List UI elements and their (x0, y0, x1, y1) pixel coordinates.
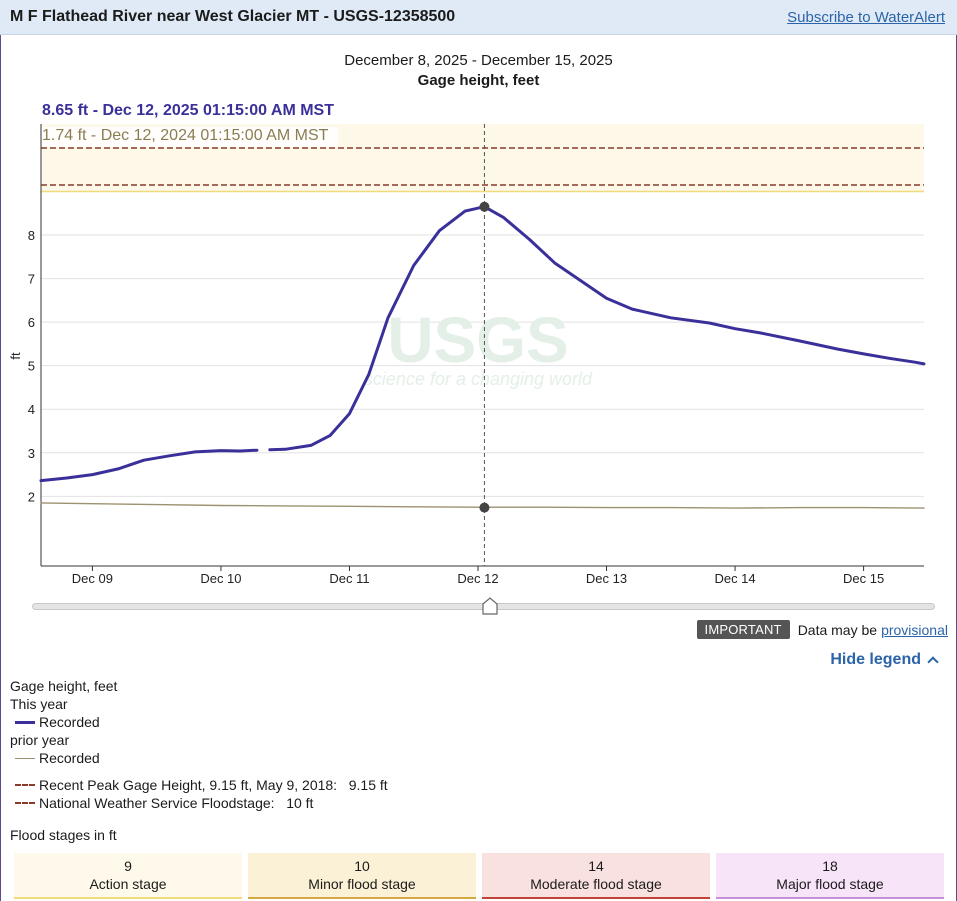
current-line-swatch (15, 720, 35, 724)
hide-legend-label: Hide legend (830, 651, 921, 668)
provisional-notice: IMPORTANT Data may be provisional (696, 620, 948, 639)
y-axis-label: ft (8, 352, 23, 360)
hide-legend-button[interactable]: Hide legend (830, 651, 939, 669)
legend-param: Gage height, feet (10, 678, 118, 694)
chart-date-range: December 8, 2025 - December 15, 2025 (344, 52, 613, 69)
y-tick-label: 8 (28, 228, 35, 243)
x-tick-label: Dec 10 (200, 571, 241, 586)
stage-minor-value: 10 (354, 858, 370, 874)
subscribe-wateralert-link[interactable]: Subscribe to WaterAlert (787, 8, 945, 26)
stage-major-label: Major flood stage (776, 876, 884, 892)
flood-stages: 9 Action stage 10 Minor flood stage 14 M… (14, 853, 944, 899)
legend-item-current: Recorded (10, 713, 388, 731)
nws-dashed-swatch (15, 802, 35, 804)
tooltip-prior-value: 1.74 ft - Dec 12, 2024 01:15:00 AM MST (42, 127, 339, 147)
x-tick-label: Dec 12 (457, 571, 498, 586)
provisional-text: Data may be (797, 621, 878, 638)
legend-nws-label: National Weather Service Floodstage: 10 … (39, 795, 314, 811)
stage-major: 18 Major flood stage (716, 853, 944, 899)
flood-stages-title: Flood stages in ft (10, 827, 117, 843)
legend-this-year: This year (10, 696, 68, 712)
legend: Gage height, feet This year Recorded pri… (10, 677, 388, 812)
x-tick-label: Dec 09 (72, 571, 113, 586)
legend-item-prior: Recorded (10, 749, 388, 767)
chart-parameter: Gage height, feet (417, 72, 540, 89)
peak-dashed-swatch (15, 784, 35, 786)
y-tick-label: 3 (28, 446, 35, 461)
page-header: M F Flathead River near West Glacier MT … (0, 0, 957, 35)
tooltip-current-value: 8.65 ft - Dec 12, 2025 01:15:00 AM MST (42, 102, 334, 119)
y-tick-label: 6 (28, 315, 35, 330)
x-tick-label: Dec 11 (329, 571, 369, 586)
stage-minor-label: Minor flood stage (308, 876, 416, 892)
legend-prior-year: prior year (10, 732, 70, 748)
prior-line-swatch (15, 757, 35, 759)
stage-action: 9 Action stage (14, 853, 242, 899)
slider-handle[interactable] (482, 597, 498, 615)
provisional-link[interactable]: provisional (881, 621, 948, 638)
usgs-watermark-logo: USGS (387, 304, 568, 376)
legend-item-nws: National Weather Service Floodstage: 10 … (10, 794, 388, 812)
y-tick-label: 7 (28, 272, 35, 287)
legend-current-recorded: Recorded (39, 714, 100, 730)
stage-moderate: 14 Moderate flood stage (482, 853, 710, 899)
stage-moderate-label: Moderate flood stage (530, 876, 662, 892)
site-title: M F Flathead River near West Glacier MT … (10, 8, 456, 25)
chevron-up-icon (927, 656, 939, 668)
legend-item-peak: Recent Peak Gage Height, 9.15 ft, May 9,… (10, 776, 388, 794)
cursor-point-current (479, 201, 490, 212)
y-tick-label: 5 (28, 359, 35, 374)
stage-action-label: Action stage (89, 876, 167, 892)
stage-minor: 10 Minor flood stage (248, 853, 476, 899)
prior-year-line (40, 502, 925, 509)
y-tick-label: 2 (28, 489, 35, 504)
chart-titles: December 8, 2025 - December 15, 2025 Gag… (0, 52, 957, 89)
stage-moderate-value: 14 (588, 858, 604, 874)
current-year-line (268, 205, 926, 452)
important-badge: IMPORTANT (696, 620, 790, 639)
x-tick-label: Dec 14 (714, 571, 755, 586)
legend-peak-label: Recent Peak Gage Height, 9.15 ft, May 9,… (39, 777, 388, 793)
stage-action-value: 9 (124, 858, 132, 874)
y-tick-label: 4 (28, 402, 35, 417)
stage-major-value: 18 (822, 858, 838, 874)
x-tick-label: Dec 13 (586, 571, 627, 586)
legend-prior-recorded: Recorded (39, 750, 100, 766)
cursor-point-prior (479, 502, 490, 513)
current-year-line (39, 448, 259, 483)
x-tick-label: Dec 15 (843, 571, 884, 586)
usgs-watermark-tagline: science for a changing world (364, 369, 593, 389)
